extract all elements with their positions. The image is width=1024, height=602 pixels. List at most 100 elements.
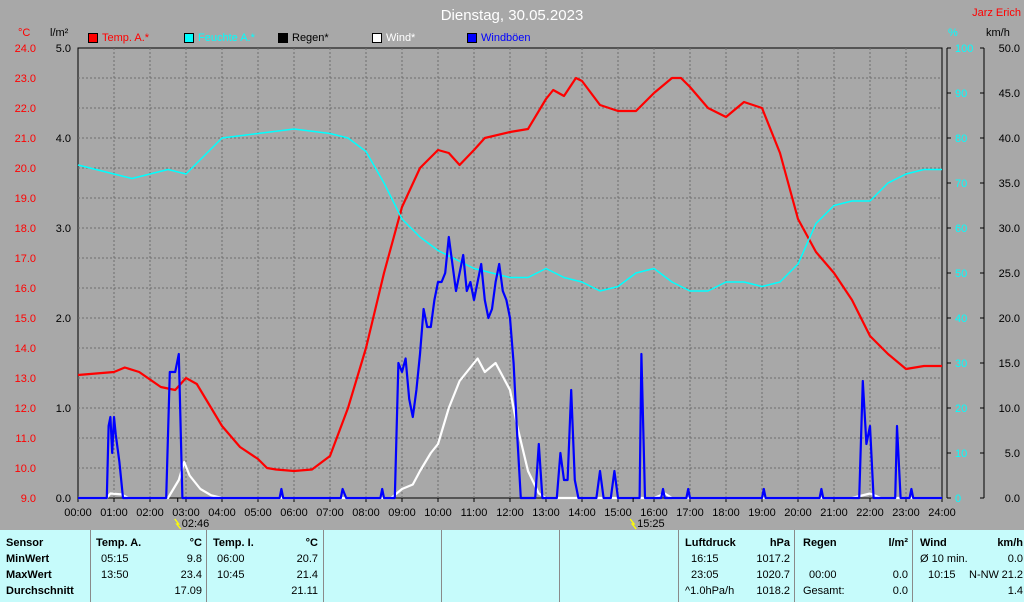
temp-i-column: Temp. I. °C 06:00 20.7 10:45 21.4 21.11 xyxy=(206,530,324,602)
x-tick-label: 05:00 xyxy=(244,507,272,519)
wind-max-time: 10:15 xyxy=(928,569,956,581)
temp-i-avg-value: 21.11 xyxy=(291,585,318,597)
x-tick-label: 11:00 xyxy=(461,507,488,519)
x-tick-label: 19:00 xyxy=(748,507,776,519)
humidity-axis-label: 70 xyxy=(955,178,967,190)
x-tick-label: 10:00 xyxy=(424,507,452,519)
temp-axis-label: 17.0 xyxy=(15,253,36,265)
temp-a-max-value: 23.4 xyxy=(180,569,202,581)
temp-a-header: Temp. A. xyxy=(96,537,142,549)
temp-i-min-value: 20.7 xyxy=(296,553,318,565)
temp-axis-label: 9.0 xyxy=(21,493,36,505)
legend-label: Windböen xyxy=(481,32,531,44)
rain-column: Regen l/m² 00:00 0.0 Gesamt: 0.0 xyxy=(794,530,913,602)
x-tick-label: 01:00 xyxy=(100,507,128,519)
legend-swatch xyxy=(467,33,477,43)
temp-a-avg-value: 17.09 xyxy=(174,585,202,597)
temp-i-min-time: 06:00 xyxy=(217,553,245,565)
wind-column: Wind km/h Ø 10 min. 0.0 10:15 N-NW 21.2 … xyxy=(912,530,1024,602)
wind-unit: km/h xyxy=(997,537,1023,549)
station-label: Jarz Erich xyxy=(972,7,1021,19)
x-tick-label: 15:00 xyxy=(604,507,632,519)
humidity-axis-label: 60 xyxy=(955,223,967,235)
temp-a-unit: °C xyxy=(189,537,202,549)
legend-item: Regen* xyxy=(278,31,329,45)
series-line-feuchte-a xyxy=(77,128,942,292)
temp-axis-label: 16.0 xyxy=(15,283,36,295)
sensor-header: Sensor xyxy=(6,537,44,549)
pressure-unit: hPa xyxy=(769,537,790,549)
humidity-axis-label: 10 xyxy=(955,448,967,460)
x-tick-label: 03:00 xyxy=(172,507,200,519)
empty-column-1 xyxy=(323,530,442,602)
rain-axis-label: 0.0 xyxy=(56,493,71,505)
wind-axis-label: 0.0 xyxy=(1005,493,1020,505)
series-line-windb-en xyxy=(78,235,942,500)
humidity-axis-label: 0 xyxy=(955,493,961,505)
x-tick-label: 16:00 xyxy=(640,507,668,519)
legend-label: Feuchte A.* xyxy=(198,32,255,44)
wind-axis-label: 50.0 xyxy=(999,43,1020,55)
pressure-min-time: 16:15 xyxy=(691,553,719,565)
temp-a-min-time: 05:15 xyxy=(101,553,129,565)
temp-axis-label: 13.0 xyxy=(15,373,36,385)
rain-axis-label: 5.0 xyxy=(56,43,71,55)
legend-label: Regen* xyxy=(292,32,329,44)
wind-max-direction: N-NW xyxy=(969,569,999,581)
legend-label: Wind* xyxy=(386,32,416,44)
legend-swatch xyxy=(88,33,98,43)
temp-i-header: Temp. I. xyxy=(213,537,254,549)
pressure-min-value: 1017.2 xyxy=(756,553,790,565)
temp-a-max-time: 13:50 xyxy=(101,569,129,581)
x-tick-label: 20:00 xyxy=(784,507,812,519)
legend-item: Feuchte A.* xyxy=(184,31,255,45)
pressure-max-value: 1020.7 xyxy=(756,569,790,581)
humidity-axis-label: 20 xyxy=(955,403,967,415)
empty-column-3 xyxy=(559,530,679,602)
x-tick-label: 23:00 xyxy=(892,507,920,519)
rain-header: Regen xyxy=(803,537,837,549)
temp-axis-label: 19.0 xyxy=(15,193,36,205)
avg-label: Durchschnitt xyxy=(6,585,74,597)
temp-axis-label: 11.0 xyxy=(15,433,36,445)
temp-axis-label: 21.0 xyxy=(15,133,36,145)
max-label: MaxWert xyxy=(6,569,52,581)
wind-avg10-label: Ø 10 min. xyxy=(920,553,968,565)
legend-swatch xyxy=(278,33,288,43)
pressure-column: Luftdruck hPa 16:15 1017.2 23:05 1020.7 … xyxy=(678,530,795,602)
rain-max-time: 00:00 xyxy=(809,569,837,581)
event-marker-label: 15:25 xyxy=(637,518,665,530)
temp-axis-label: 10.0 xyxy=(15,463,36,475)
x-tick-label: 00:00 xyxy=(64,507,92,519)
temp-axis-label: 15.0 xyxy=(15,313,36,325)
legend-swatch xyxy=(372,33,382,43)
temp-axis-label: 12.0 xyxy=(15,403,36,415)
empty-column-2 xyxy=(441,530,560,602)
x-tick-label: 04:00 xyxy=(208,507,236,519)
x-tick-label: 07:00 xyxy=(316,507,344,519)
temp-i-max-value: 21.4 xyxy=(296,569,318,581)
wind-axis-label: 10.0 xyxy=(999,403,1020,415)
rain-axis-label: 3.0 xyxy=(56,223,71,235)
wind-avg10-value: 0.0 xyxy=(1007,553,1023,565)
x-tick-label: 09:00 xyxy=(388,507,416,519)
rain-total-value: 0.0 xyxy=(892,585,908,597)
wind-max-value: 21.2 xyxy=(1001,569,1023,581)
temp-axis-label: 23.0 xyxy=(15,73,36,85)
wind-avg-value: 1.4 xyxy=(1007,585,1023,597)
x-tick-label: 21:00 xyxy=(820,507,848,519)
legend-item: Windböen xyxy=(467,31,531,45)
humidity-axis-label: 100 xyxy=(955,43,973,55)
wind-axis-unit: km/h xyxy=(986,27,1010,39)
wind-axis-label: 25.0 xyxy=(999,268,1020,280)
pressure-header: Luftdruck xyxy=(685,537,736,549)
temp-axis-label: 22.0 xyxy=(15,103,36,115)
pressure-max-time: 23:05 xyxy=(691,569,719,581)
wind-axis-label: 20.0 xyxy=(999,313,1020,325)
x-tick-label: 12:00 xyxy=(496,507,524,519)
humidity-axis-unit: % xyxy=(948,27,958,39)
temp-axis-label: 24.0 xyxy=(15,43,36,55)
event-marker-label: 02:46 xyxy=(182,518,210,530)
rain-unit: l/m² xyxy=(888,537,908,549)
legend-label: Temp. A.* xyxy=(102,32,150,44)
